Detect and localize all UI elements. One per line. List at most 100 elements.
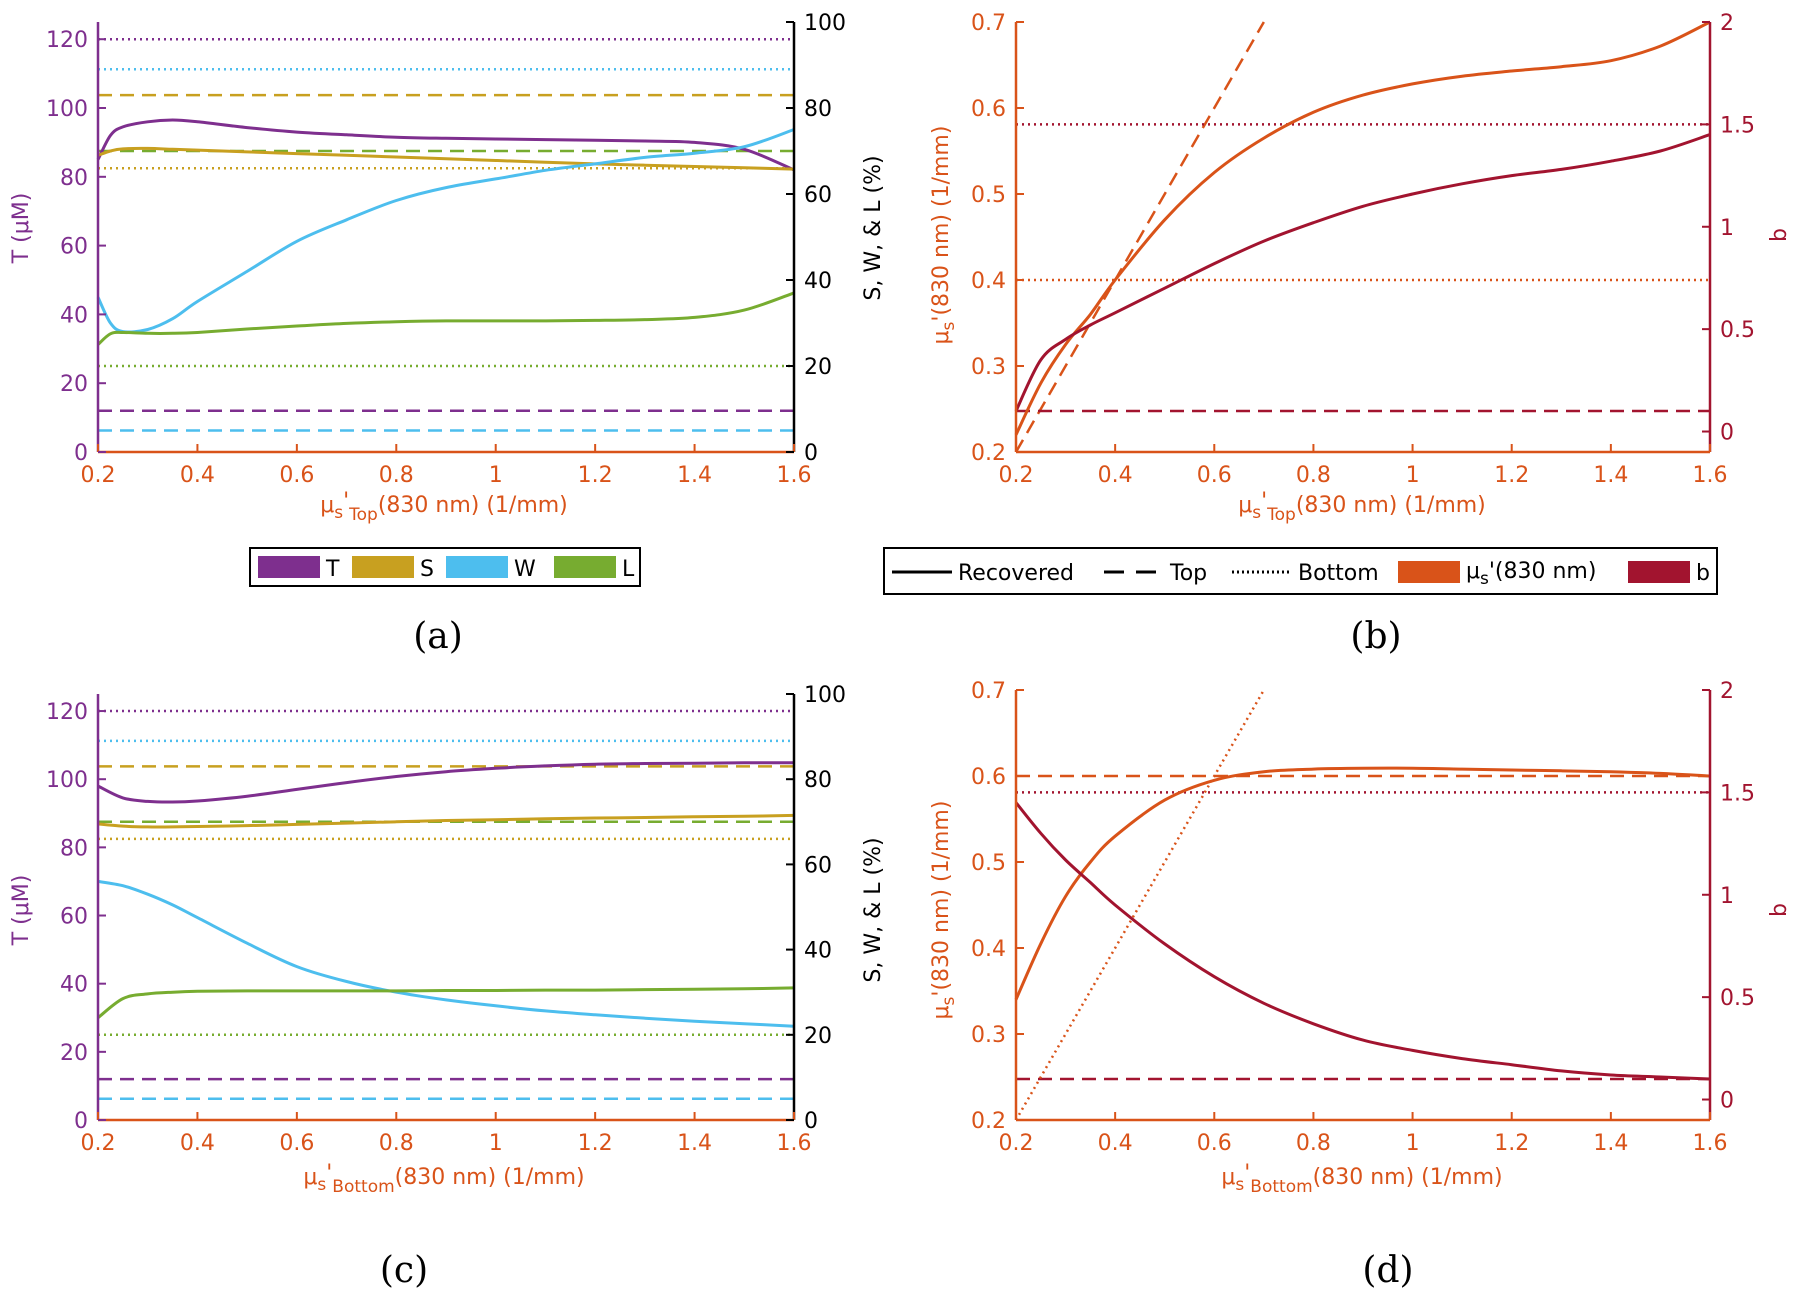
panel-b-xlabel: μs'Top(830 nm) (1/mm) — [1238, 489, 1486, 525]
panel-a-xtick-label: 1.2 — [578, 463, 613, 488]
panel-d-xtick-label: 1.2 — [1494, 1131, 1529, 1156]
panel-c-xlabel: μs'Bottom(830 nm) (1/mm) — [303, 1161, 584, 1197]
panel-a-xtick-label: 1.4 — [677, 463, 712, 488]
panel-d-xtick-label: 1 — [1406, 1131, 1420, 1156]
panel-c-xtick-label: 0.4 — [180, 1131, 215, 1156]
panel-b-series-b-recovered — [1014, 133, 1711, 412]
legend-swatch-L — [554, 556, 616, 578]
panel-a-right-tick-label: 80 — [804, 97, 832, 122]
panel-b-xtick-label: 0.8 — [1296, 463, 1331, 488]
panel-d-left-tick-label: 0.6 — [971, 765, 1006, 790]
panel-c: 0.2 0.4 0.6 0.8 1 1.2 1.4 1.6020406080100120020… — [9, 683, 886, 1291]
panel-b-left-ylabel: μs'(830 nm) (1/mm) — [929, 126, 959, 345]
panel-d-xtick-label: 0.6 — [1197, 1131, 1232, 1156]
panel-b-xtick-label: 0.2 — [999, 463, 1034, 488]
legend-swatch-S — [352, 556, 414, 578]
panel-a-right-tick-label: 60 — [804, 183, 832, 208]
panel-c-right-tick-label: 40 — [804, 939, 832, 964]
panel-d-left-tick-label: 0.3 — [971, 1023, 1006, 1048]
legend-label-bottom: Bottom — [1298, 561, 1379, 586]
panel-a-xtick-label: 1 — [489, 463, 503, 488]
panel-b-caption: (b) — [1350, 616, 1401, 657]
legend-swatch-W — [446, 556, 508, 578]
panel-c-series-W-recovered — [97, 879, 795, 1028]
legend-label-W: W — [514, 557, 536, 582]
panel-c-left-tick-label: 20 — [60, 1041, 88, 1066]
panel-a-series-W-recovered — [96, 128, 795, 334]
panel-a-left-tick-label: 60 — [60, 235, 88, 260]
panel-c-xtick-label: 0.6 — [279, 1131, 314, 1156]
panel-d-right-tick-label: 0.5 — [1720, 986, 1755, 1011]
panel-d-left-tick-label: 0.5 — [971, 851, 1006, 876]
panel-a-right-tick-label: 0 — [804, 441, 818, 466]
panel-d-series-mus-bottom — [1014, 689, 1265, 1121]
panel-c-right-tick-label: 80 — [804, 768, 832, 793]
panel-c-series-T-recovered — [97, 761, 794, 804]
panel-a-left-tick-label: 0 — [74, 441, 88, 466]
panel-d-xtick-label: 1.6 — [1693, 1131, 1728, 1156]
panel-b-series-mus-recovered — [1014, 20, 1711, 436]
panel-d-right-tick-label: 0 — [1720, 1089, 1734, 1114]
panel-a-left-tick-label: 40 — [60, 303, 88, 328]
panel-c-right-tick-label: 0 — [804, 1109, 818, 1134]
panel-d-left-ylabel: μs'(830 nm) (1/mm) — [929, 801, 959, 1020]
panel-b-right-tick-label: 0.5 — [1720, 318, 1755, 343]
panel-a-xtick-label: 0.4 — [180, 463, 215, 488]
panel-a-left-tick-label: 80 — [60, 166, 88, 191]
panel-c-left-tick-label: 60 — [60, 905, 88, 930]
panel-d-right-ylabel: b — [1767, 903, 1792, 917]
panel-c-left-tick-label: 40 — [60, 973, 88, 998]
panel-d-left-tick-label: 0.7 — [971, 679, 1006, 704]
panel-a: 0.2 0.4 0.6 0.8 1 1.2 1.4 1.6020406080100120020… — [9, 11, 886, 657]
panel-b-xtick-label: 1.6 — [1693, 463, 1728, 488]
panel-a-right-ylabel: S, W, & L (%) — [861, 155, 886, 300]
panel-b-left-tick-label: 0.3 — [971, 355, 1006, 380]
panel-d-series-b-recovered — [1014, 801, 1711, 1081]
panel-a-xlabel: μs'Top(830 nm) (1/mm) — [320, 489, 568, 525]
panel-c-xtick-label: 1.2 — [578, 1131, 613, 1156]
panel-d: 0.2 0.4 0.6 0.8 1 1.2 1.4 1.6 0.2 0.3 0.4 0.5 0.6 0.7… — [929, 679, 1792, 1291]
panel-a-xtick-label: 0.8 — [379, 463, 414, 488]
panel-b-xtick-label: 1 — [1406, 463, 1420, 488]
panel-c-series-L-recovered — [97, 986, 795, 1019]
panel-d-right-tick-label: 2 — [1720, 679, 1734, 704]
panel-b-plot — [1014, 20, 1711, 453]
panel-a-left-tick-label: 100 — [46, 97, 88, 122]
panel-c-xtick-label: 1.4 — [677, 1131, 712, 1156]
panel-b-right-tick-label: 1 — [1720, 216, 1734, 241]
panel-a-series-S-recovered — [97, 146, 795, 171]
panel-b-legend-box — [883, 547, 1718, 595]
panel-c-xtick-label: 0.8 — [379, 1131, 414, 1156]
panel-a-series-T-recovered — [96, 118, 795, 172]
panel-b-left-tick-label: 0.7 — [971, 11, 1006, 36]
panel-b-right-tick-label: 0 — [1720, 421, 1734, 446]
panel-b-left-tick-label: 0.5 — [971, 183, 1006, 208]
legend-label-S: S — [420, 557, 434, 582]
panel-c-right-ylabel: S, W, & L (%) — [861, 837, 886, 982]
panel-b-axes: 0.2 0.4 0.6 0.8 1 1.2 1.4 1.6 0.2 0.3 0.4 0.5 0.6 0.7… — [971, 11, 1755, 488]
legend-label-recovered: Recovered — [958, 561, 1074, 586]
legend-label-mus: μs'(830 nm) — [1466, 559, 1596, 589]
panel-b-xtick-label: 1.4 — [1593, 463, 1628, 488]
panel-a-left-ylabel: T (μM) — [9, 193, 34, 265]
panel-a-caption: (a) — [413, 616, 463, 657]
panel-c-right-tick-label: 100 — [804, 683, 846, 708]
panel-b-left-tick-label: 0.2 — [971, 441, 1006, 466]
panel-c-right-tick-label: 20 — [804, 1024, 832, 1049]
panel-d-left-tick-label: 0.4 — [971, 937, 1006, 962]
panel-c-right-tick-label: 60 — [804, 853, 832, 878]
panel-b-series-mus-top — [1014, 21, 1265, 453]
panel-a-right-tick-label: 20 — [804, 355, 832, 380]
panel-c-series-S-recovered — [97, 813, 795, 829]
panel-b-xtick-label: 1.2 — [1494, 463, 1529, 488]
panel-a-xtick-label: 0.2 — [81, 463, 116, 488]
legend-swatch-T — [258, 556, 320, 578]
panel-d-right-tick-label: 1.5 — [1720, 781, 1755, 806]
panel-d-xtick-label: 0.4 — [1098, 1131, 1133, 1156]
panel-d-series-mus-recovered — [1014, 766, 1711, 1001]
panel-c-axes: 0.2 0.4 0.6 0.8 1 1.2 1.4 1.6020406080100120020… — [46, 683, 846, 1156]
legend-label-b: b — [1696, 561, 1710, 586]
panel-a-series-L-recovered — [96, 291, 795, 346]
panel-b-xtick-label: 0.4 — [1098, 463, 1133, 488]
